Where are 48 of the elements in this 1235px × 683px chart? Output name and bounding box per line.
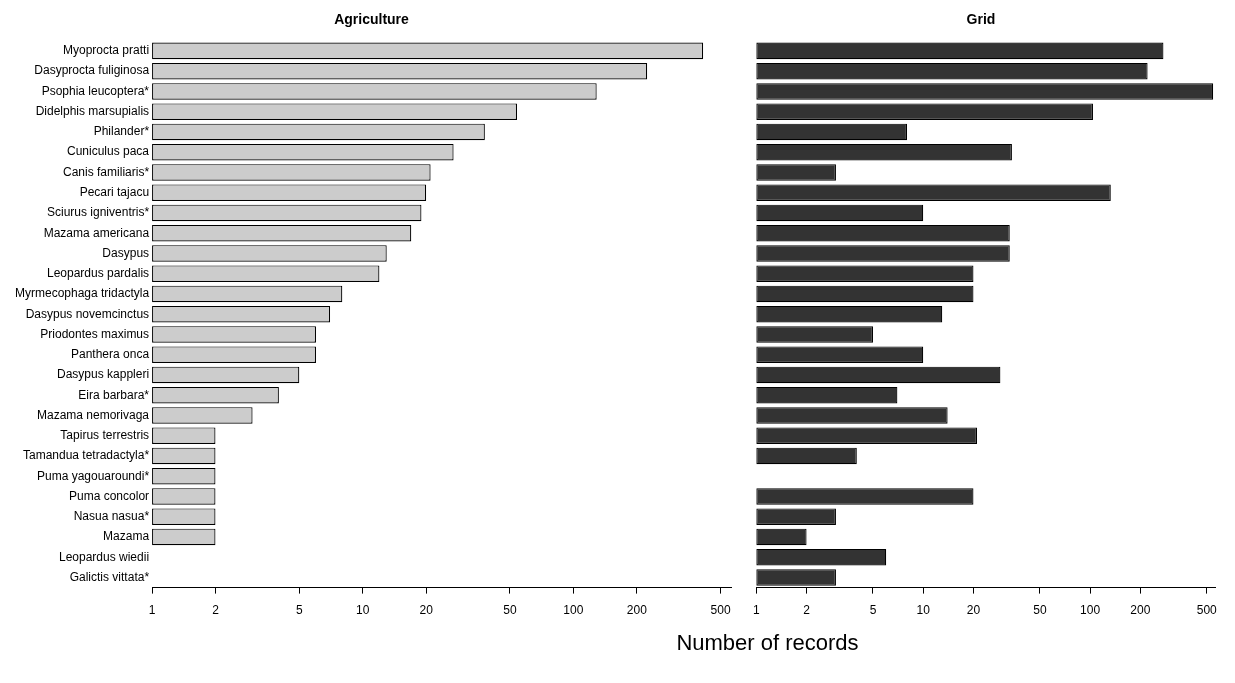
y-tick-label: Galictis vittata* — [69, 569, 150, 584]
y-tick-label: Nasua nasua* — [73, 509, 150, 524]
y-tick-label: Myoprocta pratti — [63, 43, 150, 58]
x-tick-label: 50 — [1033, 603, 1047, 618]
y-tick-label: Sciurus igniventris* — [47, 205, 150, 220]
x-tick-label: 20 — [966, 603, 981, 618]
x-tick-label: 100 — [563, 603, 584, 618]
y-tick-label: Mazama — [103, 529, 150, 544]
y-tick-label: Dasypus novemcinctus — [25, 306, 150, 321]
y-tick-label: Panthera onca — [70, 347, 150, 362]
x-tick-label: 500 — [1196, 603, 1218, 618]
y-tick-label: Cuniculus paca — [66, 144, 150, 159]
y-tick-label: Tamandua tetradactyla* — [22, 448, 150, 463]
y-tick-label: Psophia leucoptera* — [41, 83, 150, 98]
y-tick-label: Puma yagouaroundi* — [36, 468, 150, 483]
y-tick-label: Dasypus kappleri — [57, 367, 150, 382]
y-tick-label: Didelphis marsupialis — [35, 103, 150, 118]
y-tick-label: Priodontes maximus — [40, 326, 150, 341]
y-tick-label: Dasypus — [102, 245, 150, 260]
x-tick-label: 20 — [419, 603, 434, 618]
y-tick-label: Philander* — [93, 124, 150, 139]
x-tick-label: 5 — [295, 603, 303, 618]
chart-title: Agriculture — [334, 11, 410, 28]
x-tick-label: 10 — [916, 603, 931, 618]
y-tick-label: Mazama americana — [43, 225, 150, 240]
y-tick-label: Pecari tajacu — [79, 185, 150, 199]
y-tick-label: Leopardus pardalis — [46, 266, 150, 281]
x-tick-label: 50 — [503, 603, 517, 618]
x-axis-title: Number of records — [675, 630, 860, 656]
x-tick-label: 10 — [356, 603, 370, 618]
x-tick-label: 5 — [869, 603, 877, 618]
chart-title: Grid — [966, 11, 996, 28]
x-tick-label: 200 — [626, 603, 648, 618]
x-tick-label: 200 — [1130, 603, 1151, 618]
y-tick-label: Tapirus terrestris — [60, 428, 150, 443]
y-tick-label: Myrmecophaga tridactyla — [14, 286, 150, 301]
y-tick-label: Puma concolor — [69, 488, 150, 503]
y-tick-label: Eira barbara* — [78, 387, 150, 402]
x-tick-label: 500 — [710, 603, 731, 618]
y-tick-label: Mazama nemorivaga — [36, 407, 150, 422]
y-tick-label: Leopardus wiedii — [58, 549, 150, 564]
x-tick-label: 1 — [148, 603, 156, 618]
x-tick-label: 100 — [1080, 603, 1101, 618]
x-tick-label: 2 — [212, 603, 220, 618]
y-tick-label: Canis familiaris* — [63, 164, 150, 179]
y-tick-label: Dasyprocta fuliginosa — [34, 63, 150, 78]
x-tick-label: 1 — [752, 603, 760, 618]
x-tick-label: 2 — [803, 603, 811, 618]
